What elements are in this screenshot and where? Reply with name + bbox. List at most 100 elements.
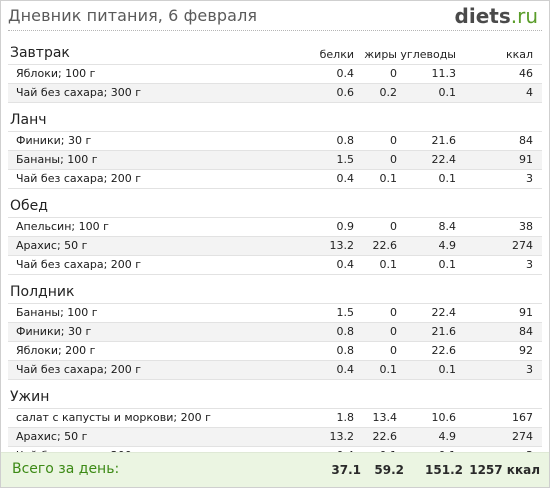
food-kcal: 84 xyxy=(519,134,533,147)
meals-table: Завтрак белки жиры углеводы ккал Яблоки; 100 … xyxy=(8,44,542,474)
food-protein: 13.2 xyxy=(329,239,355,252)
daily-total-label: Всего за день: xyxy=(12,461,120,477)
total-carbs: 151.2 xyxy=(425,463,463,477)
food-kcal: 38 xyxy=(519,220,533,233)
daily-total-bar: Всего за день: 37.1 59.2 151.2 1257 ккал xyxy=(1,452,549,487)
total-kcal: 1257 ккал xyxy=(469,463,540,477)
food-name: Арахис; 50 г xyxy=(16,430,88,443)
food-kcal: 92 xyxy=(519,344,533,357)
food-carbs: 4.9 xyxy=(438,239,457,252)
food-fat: 0.1 xyxy=(379,172,398,185)
meal-name: Обед xyxy=(10,198,48,214)
header-divider xyxy=(8,30,542,31)
food-kcal: 46 xyxy=(519,67,533,80)
meal-header: Завтрак белки жиры углеводы ккал xyxy=(8,44,542,64)
meal-name: Ланч xyxy=(10,112,47,128)
food-carbs: 8.4 xyxy=(438,220,457,233)
food-row: Бананы; 100 г 1.5 0 22.4 91 xyxy=(8,150,542,169)
food-carbs: 10.6 xyxy=(431,411,457,424)
meal-separator xyxy=(8,379,542,388)
meal-header: Полдник xyxy=(8,283,542,303)
site-logo[interactable]: diets.ru xyxy=(455,4,538,28)
food-fat: 0.1 xyxy=(379,363,398,376)
food-carbs: 21.6 xyxy=(431,134,457,147)
food-carbs: 0.1 xyxy=(438,86,457,99)
food-fat: 22.6 xyxy=(372,430,398,443)
food-protein: 0.8 xyxy=(336,344,355,357)
food-name: Чай без сахара; 200 г xyxy=(16,258,142,271)
total-protein: 37.1 xyxy=(331,463,361,477)
food-kcal: 274 xyxy=(512,430,533,443)
food-kcal: 274 xyxy=(512,239,533,252)
food-carbs: 0.1 xyxy=(438,363,457,376)
food-protein: 13.2 xyxy=(329,430,355,443)
food-fat: 0.1 xyxy=(379,258,398,271)
meal-header: Ужин xyxy=(8,388,542,408)
food-kcal: 91 xyxy=(519,153,533,166)
food-name: Апельсин; 100 г xyxy=(16,220,109,233)
column-header-kcal: ккал xyxy=(505,48,533,61)
food-protein: 1.8 xyxy=(336,411,355,424)
food-fat: 0 xyxy=(390,220,397,233)
food-protein: 0.8 xyxy=(336,325,355,338)
meal-separator xyxy=(8,274,542,283)
food-name: Бананы; 100 г xyxy=(16,153,98,166)
total-fat: 59.2 xyxy=(374,463,404,477)
food-protein: 0.6 xyxy=(336,86,355,99)
food-row: Чай без сахара; 200 г 0.4 0.1 0.1 3 xyxy=(8,360,542,379)
food-row: Бананы; 100 г 1.5 0 22.4 91 xyxy=(8,303,542,322)
food-row: Апельсин; 100 г 0.9 0 8.4 38 xyxy=(8,217,542,236)
food-name: Чай без сахара; 200 г xyxy=(16,172,142,185)
food-carbs: 0.1 xyxy=(438,258,457,271)
food-carbs: 4.9 xyxy=(438,430,457,443)
meal-name: Завтрак xyxy=(10,45,70,61)
meal-header: Ланч xyxy=(8,111,542,131)
food-protein: 0.9 xyxy=(336,220,355,233)
food-protein: 0.4 xyxy=(336,363,355,376)
food-name: Чай без сахара; 300 г xyxy=(16,86,142,99)
food-row: Финики; 30 г 0.8 0 21.6 84 xyxy=(8,131,542,150)
food-protein: 1.5 xyxy=(336,306,355,319)
food-kcal: 3 xyxy=(526,172,533,185)
meal-separator xyxy=(8,188,542,197)
food-fat: 0 xyxy=(390,344,397,357)
food-fat: 0.2 xyxy=(379,86,398,99)
food-row: Яблоки; 100 г 0.4 0 11.3 46 xyxy=(8,64,542,83)
food-carbs: 22.4 xyxy=(431,153,457,166)
food-name: Бананы; 100 г xyxy=(16,306,98,319)
column-header-carbs: углеводы xyxy=(400,48,456,61)
food-carbs: 22.4 xyxy=(431,306,457,319)
food-row: салат с капусты и моркови; 200 г 1.8 13.4 1… xyxy=(8,408,542,427)
food-kcal: 167 xyxy=(512,411,533,424)
food-name: Арахис; 50 г xyxy=(16,239,88,252)
page-title: Дневник питания, 6 февраля xyxy=(8,6,258,25)
food-fat: 0 xyxy=(390,134,397,147)
food-fat: 22.6 xyxy=(372,239,398,252)
food-kcal: 3 xyxy=(526,258,533,271)
meal-name: Полдник xyxy=(10,284,75,300)
food-protein: 0.8 xyxy=(336,134,355,147)
food-fat: 13.4 xyxy=(372,411,398,424)
food-name: Финики; 30 г xyxy=(16,134,92,147)
food-row: Чай без сахара; 200 г 0.4 0.1 0.1 3 xyxy=(8,255,542,274)
food-carbs: 0.1 xyxy=(438,172,457,185)
logo-suffix: .ru xyxy=(510,4,538,28)
food-row: Арахис; 50 г 13.2 22.6 4.9 274 xyxy=(8,236,542,255)
column-header-fat: жиры xyxy=(364,48,397,61)
food-fat: 0 xyxy=(390,306,397,319)
column-header-protein: белки xyxy=(319,48,354,61)
food-row: Финики; 30 г 0.8 0 21.6 84 xyxy=(8,322,542,341)
food-fat: 0 xyxy=(390,67,397,80)
food-name: Яблоки; 200 г xyxy=(16,344,96,357)
food-kcal: 4 xyxy=(526,86,533,99)
food-name: салат с капусты и моркови; 200 г xyxy=(16,411,211,424)
food-kcal: 3 xyxy=(526,363,533,376)
food-fat: 0 xyxy=(390,325,397,338)
food-protein: 0.4 xyxy=(336,258,355,271)
food-kcal: 91 xyxy=(519,306,533,319)
food-carbs: 22.6 xyxy=(431,344,457,357)
food-row: Чай без сахара; 200 г 0.4 0.1 0.1 3 xyxy=(8,169,542,188)
food-carbs: 11.3 xyxy=(431,67,457,80)
food-name: Финики; 30 г xyxy=(16,325,92,338)
food-protein: 0.4 xyxy=(336,67,355,80)
